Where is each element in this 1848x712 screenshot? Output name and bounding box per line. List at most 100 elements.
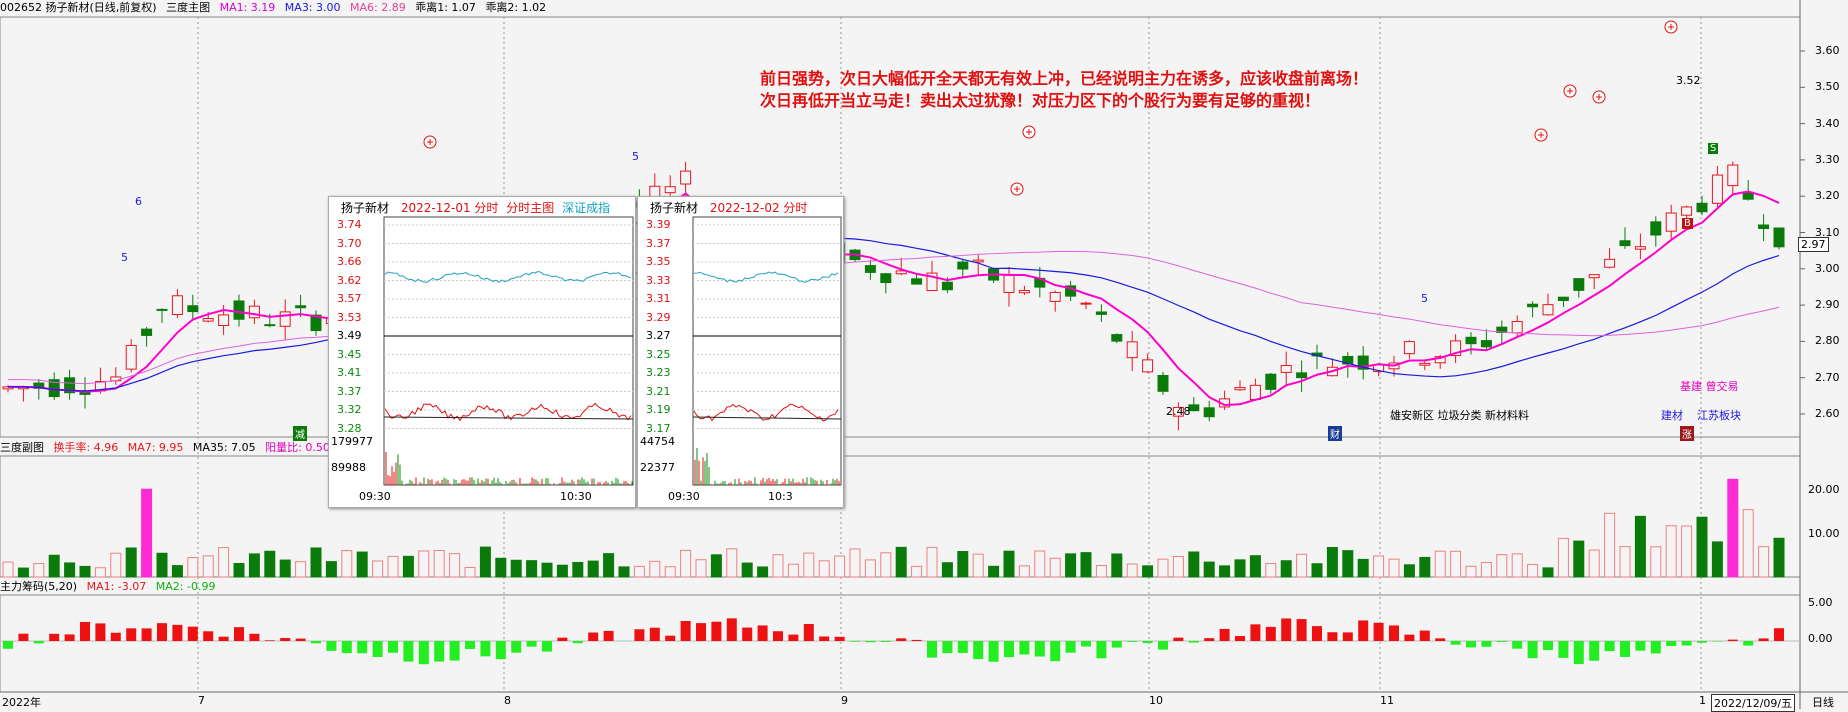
chip-bar — [1435, 638, 1445, 641]
chip-bar — [835, 637, 845, 641]
volume-bar — [927, 547, 937, 577]
popup-price-tick: 3.37 — [337, 385, 362, 398]
volume-bar — [1358, 559, 1368, 577]
volume-bar — [1004, 551, 1014, 577]
chip-bar — [1451, 641, 1461, 645]
sector-tag-infra[interactable]: 基建 曾交易 — [1680, 378, 1739, 394]
volume-bar — [1728, 479, 1738, 577]
volume-bar — [881, 553, 891, 577]
chip-bar — [788, 635, 798, 641]
volume-bar — [650, 561, 660, 577]
chip-bar — [973, 641, 983, 659]
volume-bar — [1651, 547, 1661, 577]
buy-signal-badge[interactable]: B — [1682, 218, 1693, 229]
chip-bar — [1081, 641, 1091, 647]
volume-bar — [157, 553, 167, 577]
candle-body — [1481, 341, 1491, 347]
popup-time-tick: 10:30 — [560, 490, 592, 503]
volume-bar — [850, 549, 860, 577]
chip-bar — [342, 641, 352, 653]
volume-bar — [1297, 554, 1307, 577]
volume-bar — [296, 562, 306, 577]
chip-bar — [280, 638, 290, 641]
period-label[interactable]: 日线 — [1812, 694, 1834, 710]
volume-bar — [1558, 538, 1568, 577]
volume-bar — [912, 566, 922, 577]
volume-bar — [1281, 561, 1291, 577]
candle-body — [1235, 388, 1245, 390]
volume-bar — [1158, 559, 1168, 577]
volume-bar — [1374, 556, 1384, 577]
candle-body — [1112, 335, 1122, 342]
finance-badge[interactable]: 财 — [1328, 426, 1342, 441]
popup-plot-frame — [693, 217, 841, 485]
candle-body — [1666, 213, 1676, 231]
volume-bar — [696, 560, 706, 577]
candle-body — [1512, 322, 1522, 333]
chip-bar — [1297, 619, 1307, 641]
chip-bar — [727, 618, 737, 641]
candle-body — [1543, 305, 1553, 315]
volume-bar — [1543, 568, 1553, 577]
chip-bar — [1759, 638, 1769, 641]
volume-bar — [1266, 564, 1276, 577]
sell-signal-badge[interactable]: S — [1708, 143, 1718, 154]
price-tick: 3.60 — [1815, 44, 1840, 57]
chip-bar — [1143, 641, 1153, 643]
chip-bar — [1004, 641, 1014, 657]
popup-price-tick: 3.66 — [337, 255, 362, 268]
month-7: 7 — [198, 694, 205, 707]
candle-body — [1096, 312, 1106, 314]
current-date-box: 2022/12/09/五 — [1711, 694, 1795, 712]
limit-up-badge[interactable]: 涨 — [1680, 426, 1694, 441]
chip-bar — [1096, 641, 1106, 658]
popup-price-tick: 3.35 — [646, 255, 671, 268]
concept-tags[interactable]: 雄安新区 垃圾分类 新材料料 — [1390, 407, 1529, 423]
volume-bar — [1312, 564, 1322, 577]
red-annotation: 前日强势，次日大幅低开全天都无有效上冲，已经说明主力在诱多，应该收盘前离场！ 次… — [760, 68, 1368, 112]
chip-bar — [958, 641, 968, 653]
popup-price-tick: 3.28 — [337, 422, 362, 435]
chip-bar — [588, 633, 598, 641]
chip-bar — [1189, 641, 1199, 643]
chip-bar — [1343, 632, 1353, 641]
volume-bar — [1451, 551, 1461, 577]
popup-price-tick: 3.45 — [337, 348, 362, 361]
sector-tag-building[interactable]: 建材 — [1661, 407, 1683, 423]
candle-body — [1004, 275, 1014, 292]
chip-bar — [1620, 641, 1630, 657]
volume-bar — [1743, 510, 1753, 577]
chip-bar — [1173, 638, 1183, 641]
chip-bar — [573, 641, 583, 643]
reduce-badge[interactable]: 减 — [293, 426, 307, 441]
volume-bar — [634, 566, 644, 577]
candle-body — [1620, 241, 1630, 246]
chip-bar — [1220, 629, 1230, 641]
volume-bar — [1327, 547, 1337, 577]
chip-bar — [1481, 641, 1491, 647]
popup-time-tick: 09:30 — [359, 490, 391, 503]
volume-bar — [958, 552, 968, 577]
volume-bar — [1404, 565, 1414, 577]
low-price-marker: 2.48 — [1166, 405, 1191, 418]
volume-bar — [1435, 551, 1445, 577]
chip-bar — [1127, 641, 1137, 642]
chip-bar — [126, 628, 136, 641]
candle-body — [1728, 165, 1738, 186]
candle-body — [126, 345, 136, 369]
price-tick: 3.00 — [1815, 262, 1840, 275]
chip-bar — [865, 641, 875, 642]
chip-bar — [419, 641, 429, 664]
chip-bar — [234, 627, 244, 641]
candle-body — [1558, 297, 1568, 300]
chip-bar — [1112, 641, 1122, 648]
candle-body — [681, 171, 691, 184]
volume-bar — [942, 563, 952, 577]
chip-bar — [111, 633, 121, 641]
sector-tag-jiangsu[interactable]: 江苏板块 — [1697, 407, 1741, 423]
candle-body — [142, 329, 152, 335]
chip-bar — [219, 637, 229, 641]
